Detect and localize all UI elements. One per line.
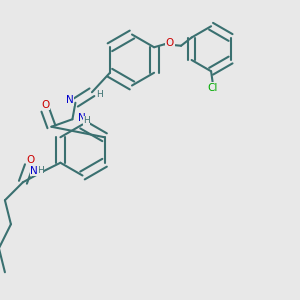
Text: H: H <box>96 90 103 99</box>
Text: O: O <box>166 38 174 48</box>
Text: O: O <box>41 100 50 110</box>
Text: H: H <box>83 116 90 125</box>
Text: N: N <box>66 95 74 105</box>
Text: H: H <box>37 166 44 175</box>
Text: N: N <box>30 166 38 176</box>
Text: N: N <box>77 113 85 123</box>
Text: O: O <box>26 155 34 165</box>
Text: Cl: Cl <box>207 83 218 93</box>
